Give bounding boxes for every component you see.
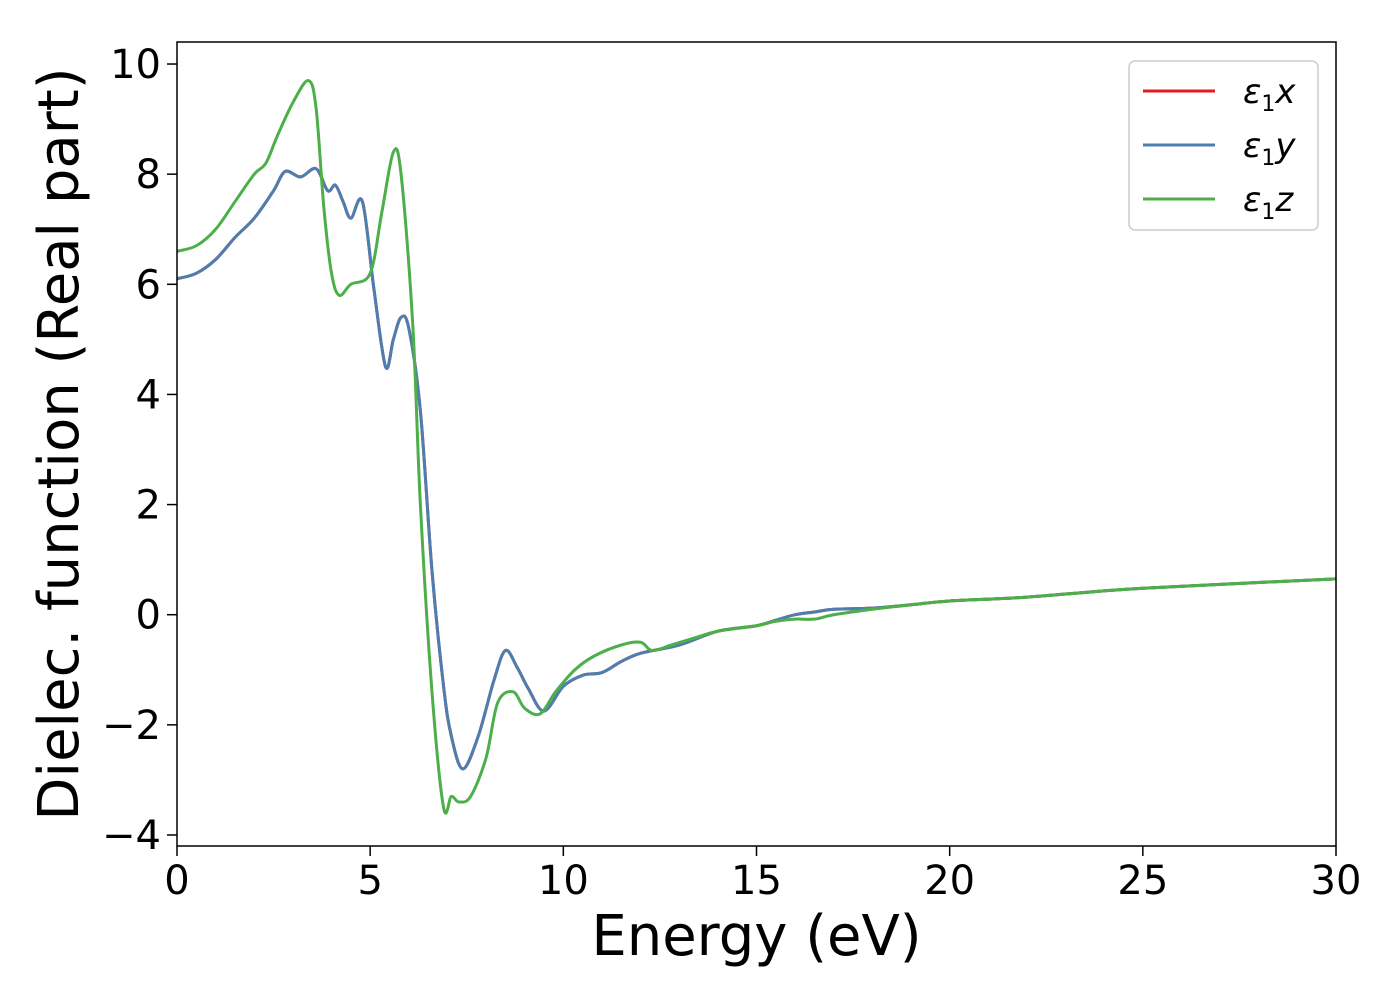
y-tick-label: 8 xyxy=(136,152,161,198)
y-tick-label: −2 xyxy=(102,703,161,749)
y-axis-label: Dielec. function (Real part) xyxy=(27,67,92,820)
legend-label: ε1x xyxy=(1243,72,1296,117)
y-tick-label: 2 xyxy=(136,483,161,529)
legend-label: ε1z xyxy=(1243,180,1294,225)
x-tick-label: 5 xyxy=(357,858,382,904)
legend-item-z: ε1z xyxy=(1143,180,1294,225)
legend-item-y: ε1y xyxy=(1143,126,1296,171)
y-tick-label: 0 xyxy=(136,593,161,639)
y-tick-label: 6 xyxy=(136,262,161,308)
x-tick-label: 30 xyxy=(1311,858,1362,904)
x-axis-label: Energy (eV) xyxy=(591,904,921,969)
legend-item-x: ε1x xyxy=(1143,72,1296,117)
y-tick-label: 4 xyxy=(136,372,161,418)
series-line-y xyxy=(177,166,1336,771)
legend: ε1x ε1y ε1z xyxy=(1128,60,1319,231)
series-line-x xyxy=(177,166,1336,771)
legend-label: ε1y xyxy=(1243,126,1296,171)
series-line-z xyxy=(177,79,1336,815)
y-tick-label: 10 xyxy=(110,42,161,88)
x-tick-label: 25 xyxy=(1117,858,1168,904)
legend-box xyxy=(1128,60,1319,231)
tick-layer: 0 5 10 15 20 25 30 −4 −2 0 2 4 6 8 10 xyxy=(102,42,1361,904)
x-tick-label: 0 xyxy=(164,858,189,904)
x-tick-label: 20 xyxy=(924,858,975,904)
x-tick-label: 10 xyxy=(538,858,589,904)
series-layer xyxy=(177,79,1336,815)
x-tick-label: 15 xyxy=(731,858,782,904)
y-tick-label: −4 xyxy=(102,813,161,859)
